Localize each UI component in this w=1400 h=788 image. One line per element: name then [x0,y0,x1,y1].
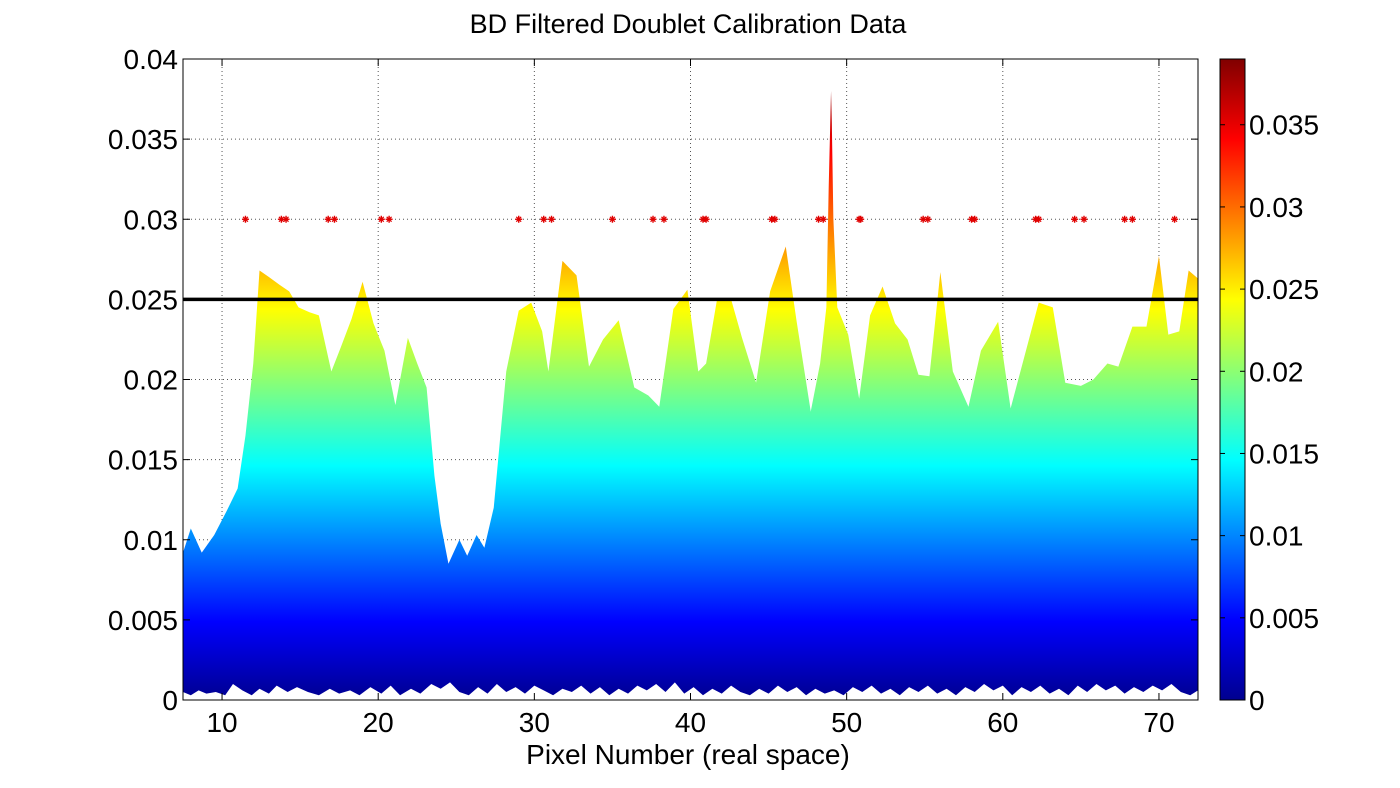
y-tick-label: 0.01 [124,525,179,556]
y-tick-label: 0.035 [108,124,178,155]
plot-area: 10 20 30 40 50 60 70 00.0050.010.0150.020.0250… [108,44,1199,738]
x-tick-label: 30 [519,707,550,738]
colorbar-ticks: 0 0.005 0.01 0.015 0.02 0.025 0.03 0.035 [1220,110,1319,716]
colorbar: 0 0.005 0.01 0.015 0.02 0.025 0.03 0.035 [1219,58,1319,716]
colorbar-tick-label: 0.035 [1249,110,1319,141]
y-tick-label: 0.015 [108,445,178,476]
marker-point [649,215,657,223]
marker-point [924,215,932,223]
marker-point [971,215,979,223]
chart-title: BD Filtered Doublet Calibration Data [470,9,908,39]
y-tick-label: 0 [162,685,178,716]
y-tick-label: 0.04 [124,44,179,75]
x-axis-label: Pixel Number (real space) [526,739,850,770]
marker-point [702,215,710,223]
marker-point [282,215,290,223]
marker-point [1171,215,1179,223]
x-tick-label: 70 [1143,707,1174,738]
marker-point [1080,215,1088,223]
lower-envelope [183,682,1198,700]
marker-point [324,215,332,223]
marker-point [857,215,865,223]
marker-point [608,215,616,223]
colorbar-tick-label: 0.005 [1249,603,1319,634]
colorbar-tick-label: 0 [1249,685,1265,716]
marker-point [819,215,827,223]
colorbar-tick-label: 0.03 [1249,192,1304,223]
y-tick-label: 0.025 [108,284,178,315]
y-tick-label: 0.02 [124,365,179,396]
marker-point [540,215,548,223]
marker-point [815,215,823,223]
marker-point [660,215,668,223]
marker-point [1071,215,1079,223]
marker-point [1128,215,1136,223]
colorbar-tick-label: 0.02 [1249,356,1304,387]
x-tick-label: 60 [987,707,1018,738]
colorbar-tick-label: 0.01 [1249,521,1304,552]
marker-point [548,215,556,223]
marker-point [377,215,385,223]
x-tick-label: 40 [675,707,706,738]
y-tick-label: 0.03 [124,204,179,235]
marker-point [771,215,779,223]
colorbar-gradient [1219,58,1246,701]
marker-point [515,215,523,223]
data-area [183,91,1198,700]
colorbar-tick-label: 0.015 [1249,438,1319,469]
y-axis: 0 0.005 0.01 0.015 0.02 0.025 0.03 0.035 0.04 [108,44,1198,716]
y-tick-label: 0.005 [108,605,178,636]
x-tick-label: 50 [831,707,862,738]
x-tick-label: 10 [206,707,237,738]
x-tick-label: 20 [363,707,394,738]
marker-point [330,215,338,223]
marker-point [1035,215,1043,223]
marker-point [241,215,249,223]
x-axis: 10 20 30 40 50 60 70 [206,59,1175,738]
colorbar-tick-label: 0.025 [1249,274,1319,305]
marker-point [1121,215,1129,223]
threshold-markers [241,215,1179,223]
marker-point [385,215,393,223]
